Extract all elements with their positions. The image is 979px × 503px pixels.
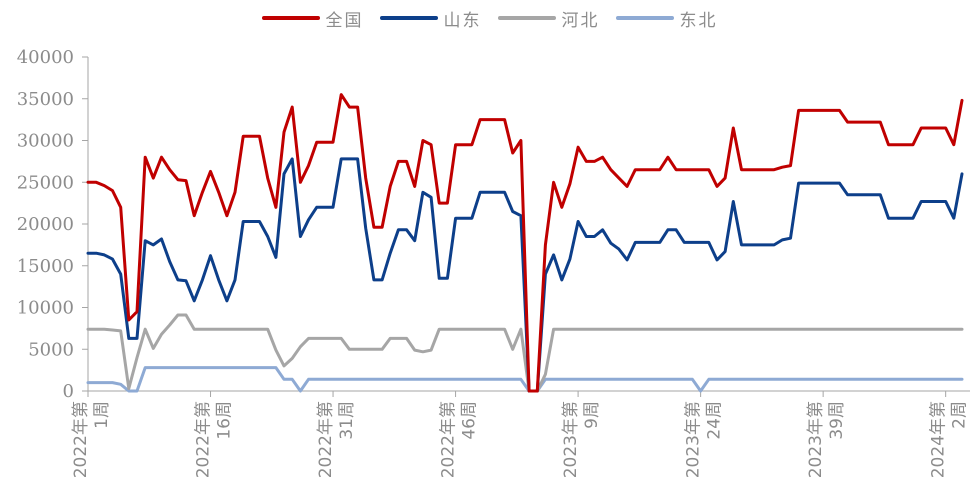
x-tick-label: 2022年第 16周: [194, 401, 235, 478]
x-tick-label: 2023年第 24周: [684, 401, 725, 478]
legend-item: 河北: [497, 6, 600, 31]
x-tick-label-line: 2023年第: [561, 401, 581, 478]
x-tick-label-line: 2周: [950, 401, 970, 429]
legend-label: 山东: [443, 10, 482, 31]
x-tick-label: 2022年第 31周: [316, 401, 357, 478]
x-tick-label-line: 2023年第: [806, 401, 826, 478]
x-tick-label-line: 9周: [582, 401, 602, 429]
legend-swatch: [615, 16, 674, 20]
y-tick-label: 0: [63, 381, 74, 402]
legend-swatch: [379, 16, 438, 20]
legend-label: 河北: [561, 10, 600, 31]
legend-label: 全国: [325, 10, 364, 31]
y-tick-label: 10000: [17, 298, 74, 319]
chart-legend: 全国 山东 河北 东北: [0, 4, 979, 32]
x-tick-label-line: 2023年第: [684, 401, 704, 478]
x-tick-label: 2022年第 46周: [439, 401, 480, 478]
x-tick-label-line: 46周: [460, 401, 480, 440]
series-line-2: [86, 313, 964, 393]
legend-item: 全国: [261, 6, 364, 31]
series-line-3: [86, 366, 964, 393]
x-tick-label: 2024年第 2周: [929, 401, 970, 478]
y-tick-label: 40000: [17, 47, 74, 68]
x-tick-label-line: 16周: [215, 401, 235, 440]
x-tick-label-line: 2022年第: [71, 401, 91, 478]
x-tick-label: 2022年第 1周: [71, 401, 112, 478]
legend-item: 山东: [379, 6, 482, 31]
y-tick-label: 20000: [17, 214, 74, 235]
x-tick-label-line: 31周: [337, 401, 357, 440]
x-tick-label-line: 2024年第: [929, 401, 949, 478]
legend-swatch: [497, 16, 556, 20]
legend-swatch: [261, 16, 320, 20]
x-tick-label-line: 1周: [92, 401, 112, 429]
x-tick-label-line: 2022年第: [194, 401, 214, 478]
x-tick-label-line: 24周: [705, 401, 725, 440]
x-tick-label-line: 2022年第: [439, 401, 459, 478]
y-tick-label: 5000: [28, 339, 74, 360]
x-tick-label-line: 2022年第: [316, 401, 336, 478]
y-tick-label: 25000: [17, 172, 74, 193]
x-tick-label: 2023年第 9周: [561, 401, 602, 478]
x-tick-label-line: 39周: [827, 401, 847, 440]
legend-label: 东北: [679, 10, 718, 31]
y-tick-label: 15000: [17, 256, 74, 277]
series-line-0: [86, 93, 964, 393]
y-tick-label: 35000: [17, 89, 74, 110]
y-tick-label: 30000: [17, 131, 74, 152]
legend-item: 东北: [615, 6, 718, 31]
x-tick-label: 2023年第 39周: [806, 401, 847, 478]
